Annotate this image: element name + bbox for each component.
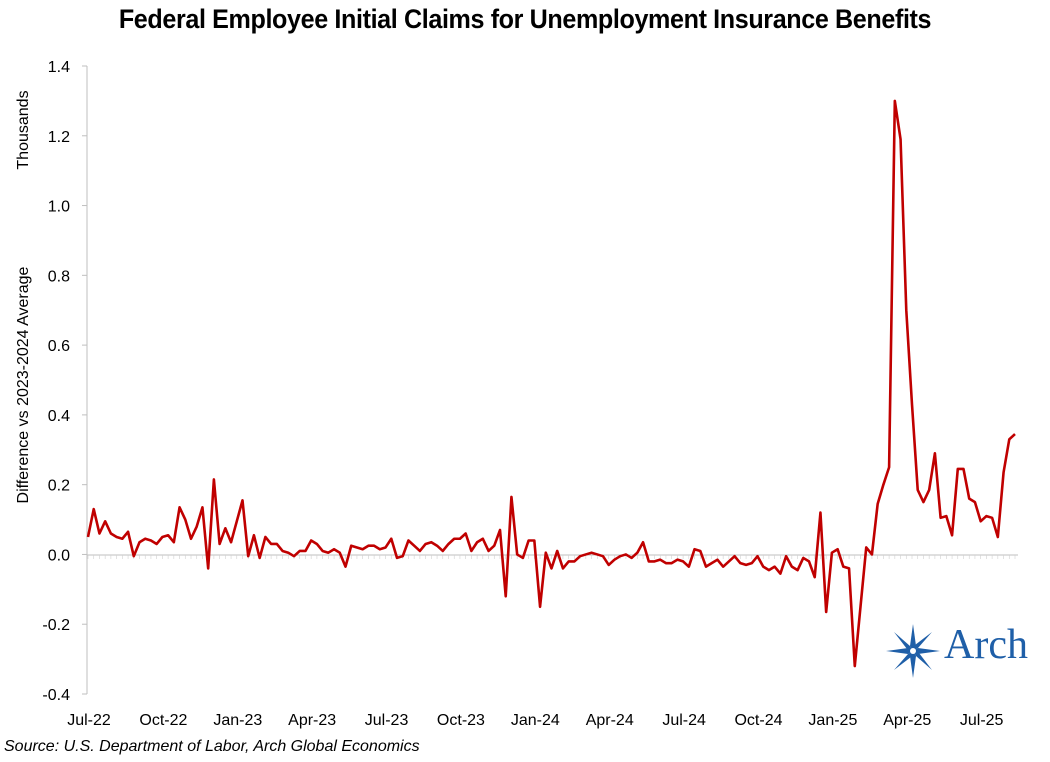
y-tick-label: 0.2	[48, 478, 70, 495]
y-axis: -0.4 -0.2 0.0 0.2 0.4 0.6 0.8 1.0 1.2 1.4	[42, 59, 88, 704]
x-tick-label: Oct-22	[139, 712, 187, 729]
x-tick-label: Jan-24	[511, 712, 560, 729]
x-tick-label: Jul-22	[67, 712, 111, 729]
x-tick-label: Oct-23	[437, 712, 485, 729]
x-axis: Jul-22 Oct-22 Jan-23 Apr-23 Jul-23 Oct-23 Jan-…	[67, 554, 1018, 729]
x-tick-label: Apr-23	[288, 712, 336, 729]
x-tick-label: Jan-23	[213, 712, 262, 729]
y-tick-label: -0.2	[42, 617, 70, 634]
compass-star-icon	[886, 624, 940, 678]
y-tick-label: 1.0	[48, 199, 70, 216]
y-tick-label: -0.4	[42, 687, 70, 704]
x-tick-label: Jan-25	[808, 712, 857, 729]
x-tick-label: Apr-25	[883, 712, 931, 729]
x-tick-label: Jul-23	[365, 712, 409, 729]
arch-logo: Arch	[884, 622, 1050, 680]
series-group	[86, 99, 1016, 668]
chart-title: Federal Employee Initial Claims for Unem…	[118, 4, 932, 34]
y-tick-label: 0.6	[48, 338, 70, 355]
source-note: Source: U.S. Department of Labor, Arch G…	[4, 738, 420, 755]
x-tick-label: Apr-24	[586, 712, 634, 729]
logo-text: Arch	[944, 622, 1028, 668]
y-tick-label: 0.0	[48, 547, 70, 564]
y-tick-label: 1.4	[48, 59, 70, 76]
y-tick-label: 1.2	[48, 129, 70, 146]
x-tick-label: Jul-24	[662, 712, 706, 729]
x-tick-label: Jul-25	[960, 712, 1004, 729]
y-tick-label: 0.8	[48, 268, 70, 285]
series-line	[86, 99, 1016, 668]
x-tick-label: Oct-24	[734, 712, 782, 729]
y-tick-label: 0.4	[48, 408, 70, 425]
